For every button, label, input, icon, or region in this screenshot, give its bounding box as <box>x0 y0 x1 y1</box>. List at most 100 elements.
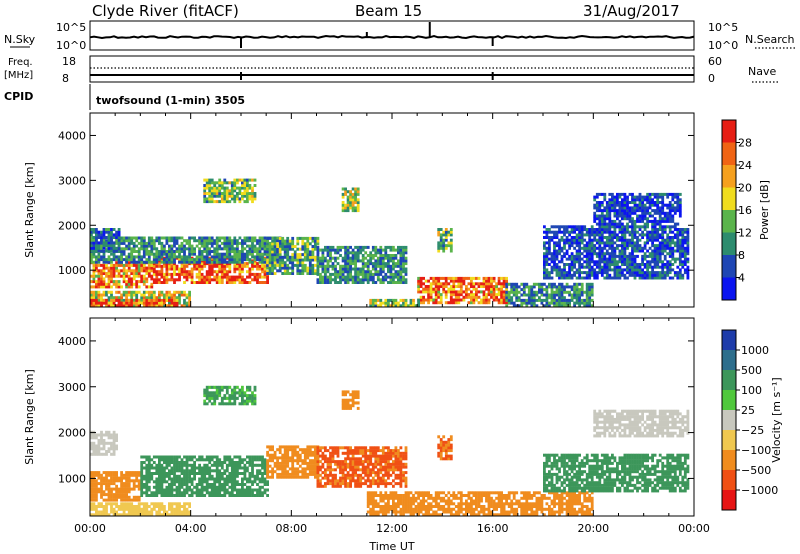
heatmap-cell <box>530 285 534 289</box>
heatmap-cell <box>603 217 607 221</box>
heatmap-cell <box>553 293 556 297</box>
heatmap-cell <box>281 236 285 240</box>
heatmap-cell <box>291 245 295 248</box>
heatmap-cell <box>646 273 649 277</box>
heatmap-cell <box>681 241 685 245</box>
heatmap-cell <box>605 222 609 226</box>
heatmap-cell <box>220 267 224 271</box>
heatmap-cell <box>117 230 121 234</box>
heatmap-cell <box>392 272 395 276</box>
heatmap-cell <box>600 203 604 207</box>
heatmap-cell <box>291 266 295 270</box>
heatmap-cell <box>490 276 493 280</box>
heatmap-cell <box>241 264 244 268</box>
heatmap-cell <box>666 244 670 248</box>
heatmap-cell <box>611 203 614 207</box>
heatmap-cell <box>555 271 559 275</box>
heatmap-cell <box>236 267 239 271</box>
heatmap-cell <box>585 273 589 277</box>
heatmap-cell <box>412 301 415 305</box>
heatmap-cell <box>243 483 247 486</box>
heatmap-cell <box>611 222 614 226</box>
heatmap-cell <box>600 246 604 250</box>
heatmap-cell <box>193 258 196 262</box>
heatmap-cell <box>653 225 657 229</box>
heatmap-cell <box>142 247 146 251</box>
heatmap-cell <box>218 184 222 187</box>
heatmap-cell <box>163 293 166 297</box>
heatmap-cell <box>349 278 352 282</box>
heatmap-cell <box>651 257 654 261</box>
heatmap-cell <box>636 249 639 253</box>
heatmap-cell <box>329 248 332 252</box>
heatmap-cell <box>543 263 546 266</box>
heatmap-cell <box>517 296 521 300</box>
heatmap-cell <box>482 279 486 283</box>
heatmap-cell <box>618 206 622 210</box>
heatmap-cell <box>120 473 123 477</box>
heatmap-cell <box>371 304 375 308</box>
heatmap-cell <box>225 455 229 459</box>
heatmap-cell <box>288 255 292 259</box>
heatmap-cell <box>173 455 176 459</box>
heatmap-cell <box>132 272 136 275</box>
heatmap-cell <box>553 268 556 272</box>
heatmap-cell <box>444 293 448 297</box>
heatmap-cell <box>243 189 247 193</box>
heatmap-cell <box>641 206 644 210</box>
heatmap-cell <box>653 263 657 266</box>
heatmap-cell <box>628 225 632 229</box>
heatmap-cell <box>218 247 222 251</box>
heatmap-cell <box>213 239 217 243</box>
heatmap-cell <box>616 238 619 242</box>
heatmap-cell <box>502 282 506 286</box>
heatmap-cell <box>550 301 554 305</box>
heatmap-cell <box>314 272 317 275</box>
heatmap-cell <box>102 290 106 294</box>
heatmap-cell <box>110 487 113 491</box>
heatmap-cell <box>454 290 458 294</box>
heatmap-cell <box>180 272 184 276</box>
heatmap-cell <box>218 255 222 259</box>
heatmap-cell <box>90 230 93 234</box>
heatmap-cell <box>303 266 307 270</box>
heatmap-cell <box>548 238 551 242</box>
heatmap-cell <box>283 242 287 246</box>
heatmap-cell <box>160 469 164 473</box>
heatmap-cell <box>341 192 345 196</box>
heatmap-cell <box>142 301 146 305</box>
heatmap-cell <box>160 255 164 259</box>
heatmap-cell <box>364 264 368 268</box>
heatmap-cell <box>351 195 355 199</box>
heatmap-cell <box>170 455 174 459</box>
heatmap-cell <box>553 246 556 250</box>
heatmap-cell <box>132 269 136 273</box>
heatmap-cell <box>329 256 332 260</box>
heatmap-cell <box>648 252 652 256</box>
heatmap-cell <box>678 201 682 204</box>
heatmap-cell <box>472 298 476 302</box>
heatmap-cell <box>661 198 665 202</box>
heatmap-cell <box>273 258 277 262</box>
heatmap-cell <box>203 236 207 240</box>
heatmap-cell <box>673 201 677 204</box>
heatmap-cell <box>145 491 149 495</box>
heatmap-cell <box>183 491 186 495</box>
heatmap-cell <box>550 260 554 264</box>
heatmap-cell <box>178 247 181 251</box>
heatmap-cell <box>223 469 227 473</box>
heatmap-cell <box>346 251 350 255</box>
heatmap-cell <box>626 241 629 245</box>
heatmap-cell <box>656 252 660 256</box>
heatmap-cell <box>200 239 204 243</box>
heatmap-cell <box>298 269 302 273</box>
heatmap-cell <box>611 241 614 245</box>
heatmap-cell <box>286 266 290 270</box>
heatmap-cell <box>324 248 327 252</box>
heatmap-cell <box>658 209 662 213</box>
heatmap-cell <box>661 209 665 213</box>
heatmap-cell <box>122 493 126 497</box>
heatmap-cell <box>135 250 139 253</box>
heatmap-cell <box>220 461 224 464</box>
heatmap-cell <box>150 274 154 278</box>
